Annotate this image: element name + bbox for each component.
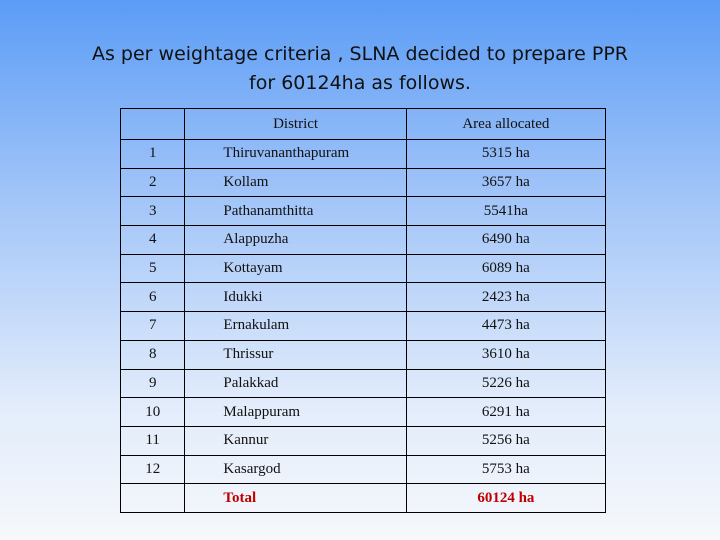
table-header-row: District Area allocated (119, 108, 607, 140)
table-row: 4 Alappuzha 6490 ha (119, 225, 607, 255)
area-allocated: 5315 ha (405, 139, 607, 169)
area-allocated: 5753 ha (405, 454, 607, 485)
total-blank-cell (119, 483, 186, 514)
district-name: Kasargod (184, 454, 407, 485)
row-number: 5 (119, 253, 186, 284)
district-name: Pathanamthitta (184, 196, 407, 227)
row-number: 8 (119, 339, 186, 370)
area-allocated: 6291 ha (405, 397, 607, 427)
header-area-allocated: Area allocated (405, 108, 607, 140)
area-allocated: 4473 ha (405, 311, 607, 341)
area-allocated: 5256 ha (405, 425, 607, 456)
table-row: 10 Malappuram 6291 ha (119, 397, 607, 427)
header-number (119, 108, 186, 140)
table-row: 12 Kasargod 5753 ha (119, 454, 607, 485)
area-allocated: 5541ha (405, 196, 607, 227)
total-row: Total 60124 ha (119, 483, 607, 514)
table-row: 11 Kannur 5256 ha (119, 425, 607, 456)
slide-title-line-2: for 60124ha as follows. (249, 72, 471, 94)
row-number: 2 (119, 167, 186, 198)
district-name: Malappuram (184, 397, 407, 427)
row-number: 11 (119, 425, 186, 456)
row-number: 1 (119, 139, 186, 169)
row-number: 7 (119, 311, 186, 341)
area-allocated: 6089 ha (405, 253, 607, 284)
district-name: Kottayam (184, 253, 407, 284)
row-number: 12 (119, 454, 186, 485)
area-allocated: 3657 ha (405, 167, 607, 198)
slide-title: As per weightage criteria , SLNA decided… (40, 40, 680, 98)
row-number: 9 (119, 368, 186, 399)
area-allocated: 2423 ha (405, 282, 607, 313)
area-allocated: 6490 ha (405, 225, 607, 255)
table-row: 6 Idukki 2423 ha (119, 282, 607, 313)
district-name: Thiruvananthapuram (184, 139, 407, 169)
row-number: 3 (119, 196, 186, 227)
area-allocated: 3610 ha (405, 339, 607, 370)
district-name: Kollam (184, 167, 407, 198)
district-name: Ernakulam (184, 311, 407, 341)
district-name: Kannur (184, 425, 407, 456)
area-allocated: 5226 ha (405, 368, 607, 399)
district-name: Palakkad (184, 368, 407, 399)
table-row: 7 Ernakulam 4473 ha (119, 311, 607, 341)
table-row: 5 Kottayam 6089 ha (119, 253, 607, 284)
district-name: Alappuzha (184, 225, 407, 255)
table-row: 9 Palakkad 5226 ha (119, 368, 607, 399)
header-district: District (184, 108, 407, 140)
total-label: Total (184, 483, 407, 514)
table-row: 8 Thrissur 3610 ha (119, 339, 607, 370)
table-row: 3 Pathanamthitta 5541ha (119, 196, 607, 227)
district-name: Thrissur (184, 339, 407, 370)
table-row: 2 Kollam 3657 ha (119, 167, 607, 198)
slide-title-line-1: As per weightage criteria , SLNA decided… (92, 43, 628, 65)
district-name: Idukki (184, 282, 407, 313)
table-row: 1 Thiruvananthapuram 5315 ha (119, 139, 607, 169)
row-number: 4 (119, 225, 186, 255)
row-number: 6 (119, 282, 186, 313)
total-value: 60124 ha (405, 483, 607, 514)
district-area-table: District Area allocated 1 Thiruvananthapu… (119, 108, 607, 514)
row-number: 10 (119, 397, 186, 427)
